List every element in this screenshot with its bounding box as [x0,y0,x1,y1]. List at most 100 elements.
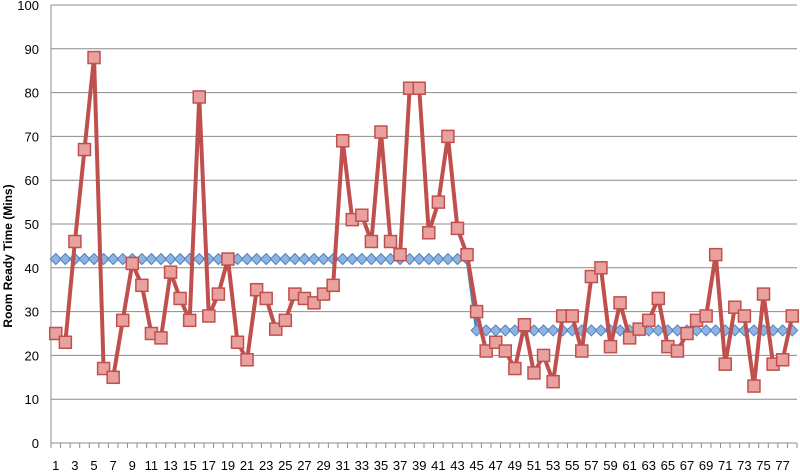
data-point-square [58,335,73,350]
data-point-square [460,247,474,262]
data-point-square [642,313,656,328]
x-tick-label: 7 [110,458,117,473]
x-tick-label: 67 [680,458,694,473]
data-point-diamond [173,252,187,266]
data-point-square [374,125,388,139]
data-point-square [680,326,694,341]
data-point-square [546,374,560,389]
data-point-diamond [279,252,292,266]
x-tick-label: 15 [182,458,196,473]
data-point-diamond [432,252,445,266]
data-point-square [259,291,273,306]
data-point-square [278,313,293,328]
data-point-diamond [154,252,168,266]
y-axis-title: Room Ready Time (Mins) [1,184,15,327]
data-point-diamond [585,324,598,337]
y-tick-label: 40 [25,261,39,276]
data-point-square [536,348,551,363]
y-tick-label: 100 [17,0,39,13]
data-point-diamond [652,324,665,337]
data-point-diamond [193,252,206,266]
x-tick-label: 69 [699,458,713,473]
x-tick-label: 33 [355,458,369,473]
data-point-diamond [346,252,359,266]
data-point-square [441,129,455,144]
x-tick-label: 21 [240,458,254,473]
x-tick-label: 31 [335,458,349,473]
data-point-square [221,252,235,266]
data-point-diamond [78,252,91,266]
data-point-diamond [250,252,263,266]
data-point-square [517,317,532,332]
data-point-diamond [59,252,72,266]
y-axis-ticks: 0 10 20 30 40 50 60 70 80 90 100 [17,0,39,451]
data-point-square [230,335,245,350]
data-point-square [508,361,522,376]
x-tick-label: 59 [603,458,617,473]
x-tick-label: 45 [469,458,483,473]
y-tick-label: 30 [25,305,39,320]
data-point-square [125,256,140,271]
data-point-diamond [298,252,311,266]
data-point-diamond [145,252,158,266]
data-point-diamond [537,324,550,337]
x-tick-label: 57 [584,458,598,473]
data-point-square [756,287,771,301]
data-point-diamond [269,252,282,266]
data-point-square [565,309,579,323]
data-point-diamond [422,252,435,266]
x-tick-label: 35 [374,458,388,473]
series-layer [49,50,799,393]
x-tick-label: 39 [412,458,426,473]
data-point-diamond [709,324,722,337]
y-tick-label: 80 [25,86,39,101]
data-point-diamond [106,252,120,266]
data-point-square [335,134,350,148]
y-tick-label: 20 [25,348,39,363]
data-point-square [422,226,436,240]
data-point-square [154,331,168,345]
series-2 [49,50,799,393]
data-point-square [163,265,178,279]
data-point-diamond [441,252,455,266]
data-point-diamond [776,324,789,337]
data-point-square [202,309,216,323]
data-point-square [775,353,790,367]
data-point-square [68,234,82,249]
data-point-square [699,309,713,323]
y-tick-label: 70 [25,129,39,144]
x-tick-label: 49 [508,458,522,473]
y-tick-label: 50 [25,217,39,232]
data-point-diamond [355,252,369,266]
data-point-square [383,234,398,249]
x-tick-label: 61 [622,458,636,473]
data-point-diamond [374,252,388,266]
data-point-square [450,221,465,236]
data-point-diamond [747,324,761,337]
axes [50,5,798,448]
data-point-diamond [699,324,713,337]
x-tick-label: 9 [129,458,136,473]
y-tick-label: 60 [25,173,39,188]
data-point-square [87,50,101,65]
data-point-diamond [365,252,378,266]
data-point-square [575,344,589,358]
data-point-square [211,287,226,301]
y-tick-label: 10 [25,392,39,407]
x-tick-label: 41 [431,458,445,473]
x-tick-label: 75 [756,458,770,473]
x-tick-label: 73 [737,458,751,473]
data-point-square [469,304,484,319]
data-point-diamond [259,252,273,266]
data-point-square [115,313,130,328]
data-point-diamond [240,252,254,266]
data-point-square [785,309,799,323]
data-point-diamond [546,324,560,337]
data-point-diamond [336,252,349,266]
data-point-square [106,370,120,385]
y-tick-label: 0 [32,436,39,451]
x-tick-label: 63 [642,458,656,473]
data-point-square [393,247,407,262]
data-point-square [77,142,92,157]
x-tick-label: 11 [145,458,159,473]
